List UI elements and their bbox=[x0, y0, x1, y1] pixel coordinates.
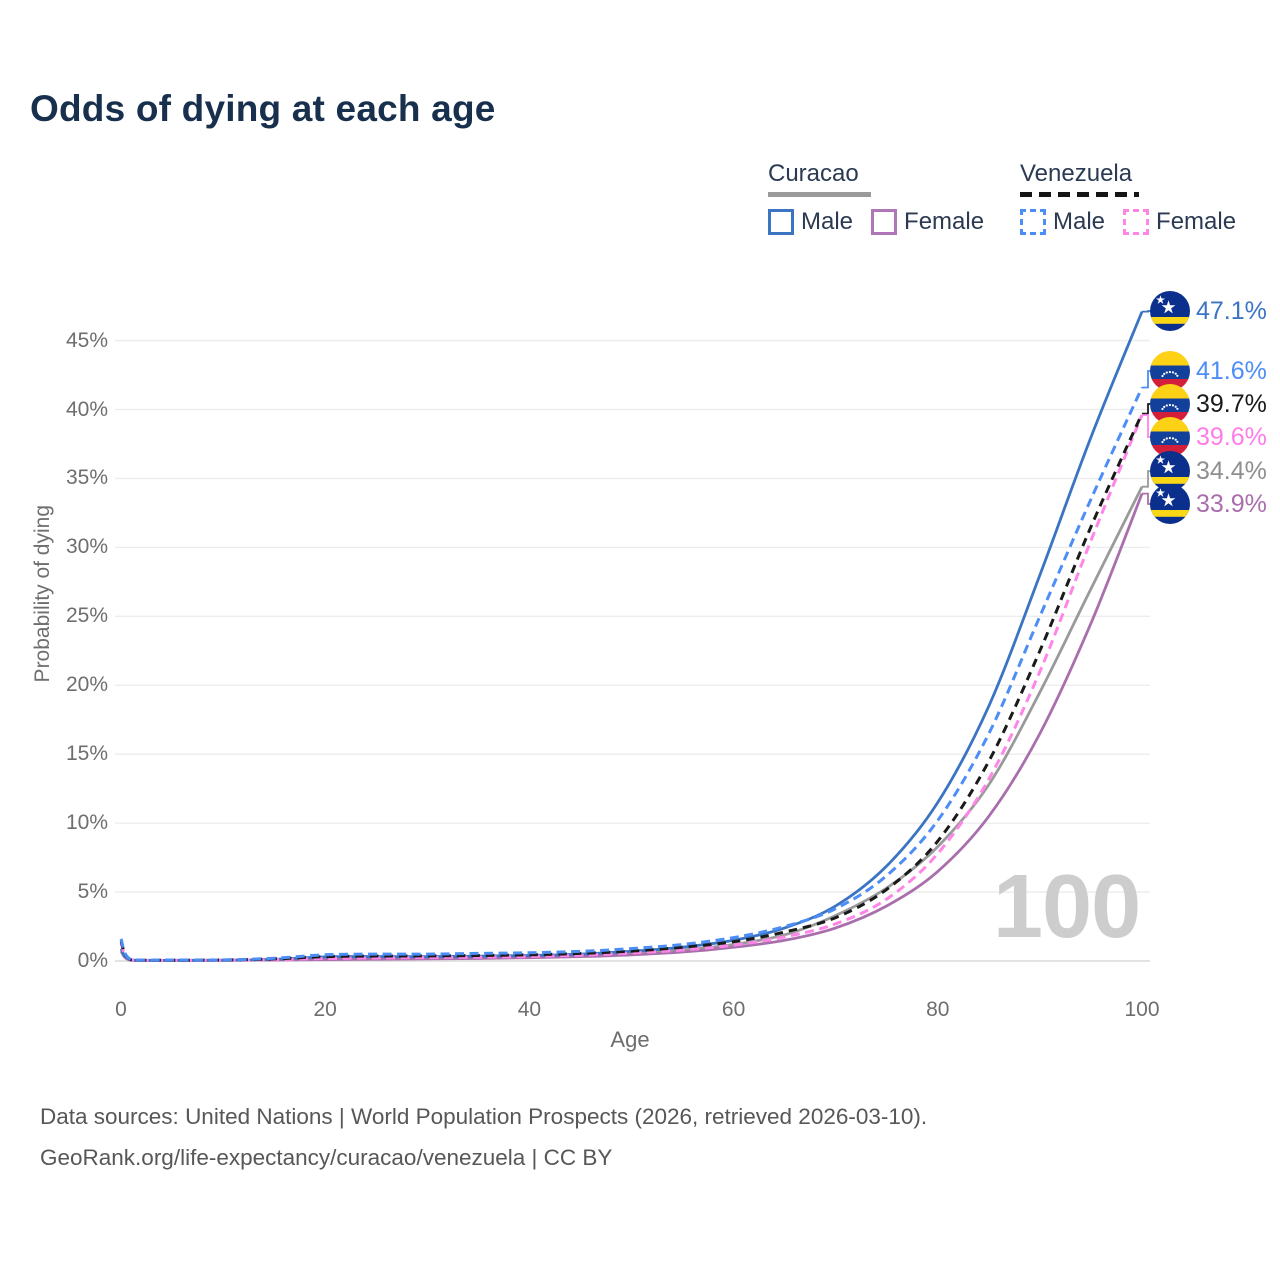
y-tick-label: 10% bbox=[65, 811, 108, 835]
end-value-label: 33.9% bbox=[1196, 489, 1267, 518]
y-tick-label: 0% bbox=[77, 949, 108, 972]
footer-data-sources: Data sources: United Nations | World Pop… bbox=[40, 1104, 928, 1129]
y-tick-label: 35% bbox=[65, 466, 108, 490]
legend-item-curacao-female[interactable]: Female bbox=[871, 208, 984, 236]
end-value-label: 34.4% bbox=[1196, 456, 1267, 485]
legend-header-curacao[interactable]: Curacao bbox=[768, 160, 859, 187]
curacao-flag-icon bbox=[1150, 484, 1190, 524]
series-line-curacao-female bbox=[119, 493, 1144, 962]
legend-label: Female bbox=[904, 208, 985, 235]
end-value-label: 39.7% bbox=[1196, 389, 1267, 418]
legend-linestyle-venezuela bbox=[1020, 192, 1139, 197]
series-line-curacao-both-sexes bbox=[119, 486, 1144, 962]
legend-item-venezuela-male[interactable]: Male bbox=[1020, 208, 1105, 236]
curacao-male-swatch bbox=[768, 209, 794, 235]
venezuela-female-swatch bbox=[1123, 209, 1150, 235]
legend-header-venezuela[interactable]: Venezuela bbox=[1020, 160, 1133, 187]
end-label-venezuela-male: 41.6% bbox=[1150, 351, 1267, 391]
series-line-curacao-male bbox=[119, 311, 1144, 962]
end-label-venezuela-female: 39.6% bbox=[1150, 417, 1267, 457]
end-value-label: 39.6% bbox=[1196, 422, 1267, 451]
end-label-venezuela-both-sexes: 39.7% bbox=[1150, 384, 1267, 424]
legend-label: Male bbox=[801, 208, 854, 235]
series-line-venezuela-female bbox=[119, 414, 1144, 962]
legend-label: Male bbox=[1053, 208, 1106, 235]
legend-linestyle-curacao bbox=[768, 192, 871, 197]
end-value-label: 41.6% bbox=[1196, 356, 1267, 385]
y-tick-label: 45% bbox=[65, 328, 108, 352]
x-tick-label: 60 bbox=[721, 998, 746, 1021]
y-tick-label: 15% bbox=[65, 742, 108, 766]
series-line-venezuela-male bbox=[119, 386, 1144, 962]
curacao-flag-icon bbox=[1150, 291, 1190, 331]
legend-group-venezuela: Venezuela Male Female bbox=[1020, 160, 1236, 236]
y-tick-label: 5% bbox=[77, 880, 108, 904]
y-tick-label: 40% bbox=[65, 397, 108, 421]
series-line-venezuela-both-sexes bbox=[119, 413, 1144, 962]
y-axis-title: Probability of dying bbox=[31, 505, 54, 683]
y-tick-label: 30% bbox=[65, 535, 108, 559]
curacao-female-swatch bbox=[871, 209, 898, 235]
footer-attribution: GeoRank.org/life-expectancy/curacao/vene… bbox=[40, 1145, 613, 1170]
legend-item-curacao-male[interactable]: Male bbox=[768, 208, 853, 236]
y-tick-label: 20% bbox=[65, 673, 108, 697]
x-tick-label: 80 bbox=[926, 998, 950, 1021]
x-tick-label: 40 bbox=[517, 998, 542, 1021]
end-value-label: 47.1% bbox=[1196, 296, 1267, 325]
age-watermark: 100 bbox=[993, 857, 1141, 957]
footer: Data sources: United Nations | World Pop… bbox=[40, 1096, 927, 1178]
end-label-curacao-both-sexes: 34.4% bbox=[1150, 451, 1267, 491]
venezuela-male-swatch bbox=[1020, 209, 1046, 235]
end-label-curacao-male: 47.1% bbox=[1150, 291, 1267, 331]
end-label-curacao-female: 33.9% bbox=[1150, 484, 1267, 524]
x-axis-title: Age bbox=[610, 1027, 650, 1052]
x-tick-label: 0 bbox=[115, 998, 127, 1021]
legend-label: Female bbox=[1156, 208, 1237, 235]
x-tick-label: 100 bbox=[1124, 998, 1160, 1021]
legend-group-curacao: Curacao Male Female bbox=[768, 160, 984, 236]
legend-item-venezuela-female[interactable]: Female bbox=[1123, 208, 1236, 236]
page-title: Odds of dying at each age bbox=[30, 88, 496, 129]
y-tick-label: 25% bbox=[65, 604, 108, 628]
x-tick-label: 20 bbox=[313, 998, 337, 1021]
